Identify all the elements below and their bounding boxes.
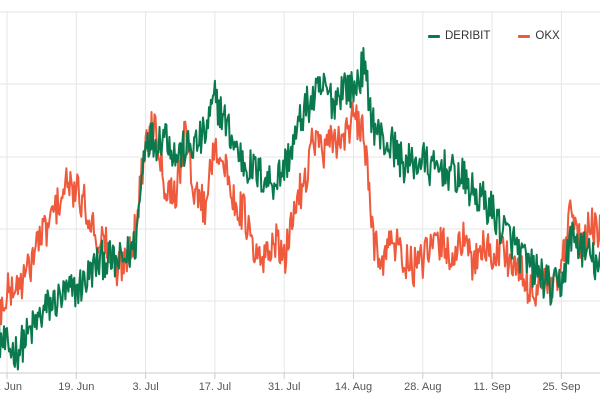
x-tick-label-0: 5. Jun (0, 381, 22, 393)
legend-swatch-deribit (428, 34, 440, 38)
legend-label-deribit: DERIBIT (445, 30, 491, 42)
legend-item-okx[interactable]: OKX (518, 30, 560, 42)
series-line-deribit[interactable] (0, 47, 600, 371)
x-tick-label-1: 19. Jun (58, 381, 94, 393)
x-tick-label-8: 25. Sep (542, 381, 580, 393)
series-line-okx[interactable] (0, 101, 600, 330)
legend-label-okx: OKX (535, 30, 560, 42)
x-tick-label-2: 3. Jul (132, 381, 158, 393)
x-axis: 5. Jun 19. Jun 3. Jul 17. Jul 31. Jul 14. Aug… (0, 372, 600, 393)
x-tick-label-5: 14. Aug (335, 381, 372, 393)
legend-swatch-okx (518, 34, 531, 38)
x-tick-label-6: 28. Aug (404, 381, 441, 393)
x-tick-label-3: 17. Jul (199, 381, 231, 393)
legend-item-deribit[interactable]: DERIBIT (428, 30, 490, 42)
x-tick-label-7: 11. Sep (474, 381, 511, 393)
series-lines (0, 47, 600, 371)
x-tick-label-4: 31. Jul (268, 381, 300, 393)
legend: DERIBIT OKX (428, 26, 588, 46)
